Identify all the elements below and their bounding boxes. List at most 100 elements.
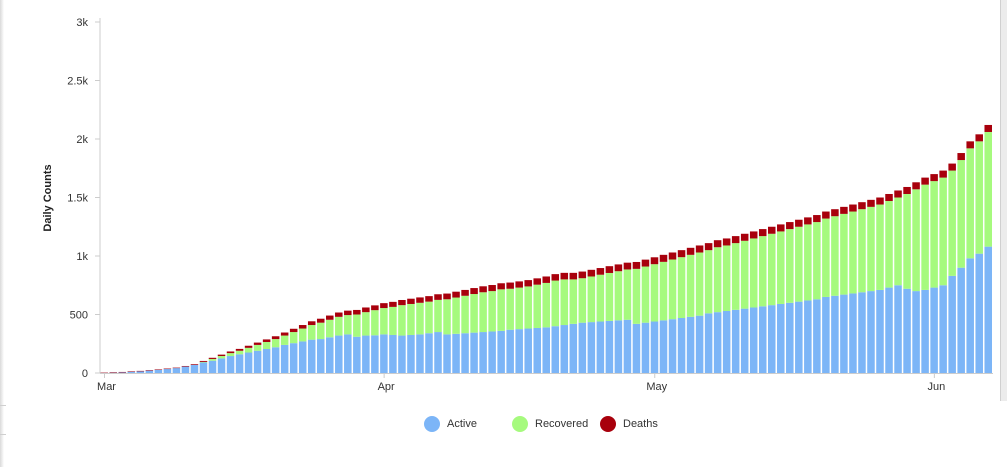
bar-segment-deaths bbox=[903, 186, 911, 194]
bar-segment-recovered bbox=[380, 308, 388, 335]
bar-segment-recovered bbox=[804, 224, 812, 301]
bar-segment-recovered bbox=[362, 312, 370, 336]
bar-segment-active bbox=[984, 246, 992, 373]
bar-segment-active bbox=[930, 287, 938, 373]
bar-segment-deaths bbox=[389, 301, 397, 307]
bar-segment-active bbox=[587, 322, 596, 373]
bar-segment-active bbox=[957, 267, 965, 373]
bar-segment-deaths bbox=[704, 243, 713, 251]
bar-segment-deaths bbox=[118, 371, 127, 373]
bar-segment-active bbox=[605, 320, 614, 373]
bar-segment-deaths bbox=[912, 182, 920, 190]
bar-segment-recovered bbox=[831, 216, 839, 296]
bar-segment-active bbox=[677, 318, 686, 373]
bar-segment-deaths bbox=[289, 328, 298, 333]
bar-segment-deaths bbox=[353, 309, 361, 315]
right-scrollbar-track[interactable] bbox=[1000, 0, 1007, 401]
bar-segment-active bbox=[488, 331, 496, 373]
bar-segment-active bbox=[804, 300, 812, 373]
bar-segment-active bbox=[614, 320, 623, 373]
bar-segment-deaths bbox=[551, 274, 560, 281]
bar-segment-deaths bbox=[668, 252, 677, 260]
left-edge-mark bbox=[0, 434, 6, 435]
bar-segment-recovered bbox=[822, 218, 830, 297]
bar-segment-active bbox=[326, 337, 334, 373]
bar-segment-deaths bbox=[831, 209, 839, 217]
bar-segment-active bbox=[344, 334, 352, 373]
bar-segment-recovered bbox=[326, 319, 334, 338]
bar-segment-recovered bbox=[244, 347, 253, 353]
bar-segment-recovered bbox=[371, 310, 379, 336]
bar-segment-deaths bbox=[731, 236, 740, 244]
legend-item-active[interactable]: Active bbox=[424, 416, 477, 432]
bar-segment-deaths bbox=[533, 278, 541, 285]
bar-segment-deaths bbox=[632, 261, 641, 269]
bar-segment-active bbox=[118, 372, 127, 373]
bar-segment-active bbox=[172, 368, 181, 373]
bar-segment-deaths bbox=[722, 238, 731, 246]
y-tick-label: 3k bbox=[76, 17, 88, 29]
bar-segment-recovered bbox=[795, 226, 803, 302]
bar-segment-deaths bbox=[362, 307, 370, 313]
bar-segment-active bbox=[181, 366, 190, 373]
bar-segment-deaths bbox=[795, 219, 803, 227]
bar-segment-deaths bbox=[425, 296, 433, 302]
bar-segment-deaths bbox=[758, 229, 767, 237]
bar-segment-deaths bbox=[416, 297, 424, 303]
bar-segment-active bbox=[208, 360, 217, 373]
bar-segment-deaths bbox=[398, 299, 406, 306]
bar-segment-active bbox=[668, 319, 677, 373]
bar-segment-recovered bbox=[641, 266, 650, 323]
bar-segment-deaths bbox=[885, 193, 893, 202]
bar-segment-active bbox=[452, 333, 460, 373]
y-tick-label: 2.5k bbox=[67, 76, 88, 88]
bar-segment-deaths bbox=[560, 272, 569, 280]
bar-segment-active bbox=[515, 329, 523, 374]
bar-segment-deaths bbox=[849, 204, 857, 212]
bar-segment-recovered bbox=[497, 289, 505, 331]
bar-segment-active bbox=[380, 334, 388, 373]
bar-segment-deaths bbox=[335, 312, 343, 317]
legend-item-deaths[interactable]: Deaths bbox=[600, 416, 658, 432]
bar-segment-active bbox=[749, 307, 758, 373]
bar-segment-active bbox=[497, 330, 505, 373]
bar-segment-deaths bbox=[434, 294, 442, 300]
bar-segment-active bbox=[885, 287, 893, 373]
bar-segment-deaths bbox=[840, 206, 848, 214]
bar-segment-active bbox=[524, 328, 532, 373]
legend-item-recovered[interactable]: Recovered bbox=[512, 416, 588, 432]
bar-segment-active bbox=[362, 335, 370, 373]
bar-segment-recovered bbox=[353, 314, 361, 337]
bar-segment-deaths bbox=[957, 153, 965, 161]
bar-segment-recovered bbox=[813, 222, 821, 300]
bar-segment-deaths bbox=[271, 336, 280, 340]
bar-segment-recovered bbox=[506, 288, 514, 330]
bar-segment-recovered bbox=[443, 299, 451, 335]
bar-segment-recovered bbox=[623, 269, 632, 320]
bar-segment-recovered bbox=[226, 353, 235, 357]
bar-segment-deaths bbox=[262, 339, 271, 342]
bar-segment-active bbox=[289, 343, 298, 373]
bar-segment-recovered bbox=[578, 278, 587, 323]
bar-segment-recovered bbox=[344, 315, 352, 335]
legend-label-deaths: Deaths bbox=[623, 418, 658, 430]
bar-segment-active bbox=[542, 327, 551, 373]
bar-segment-recovered bbox=[425, 301, 433, 334]
bar-segment-deaths bbox=[623, 262, 632, 270]
bar-segment-deaths bbox=[298, 325, 307, 329]
bar-segment-deaths bbox=[181, 365, 190, 367]
bar-segment-recovered bbox=[461, 295, 469, 334]
bar-segment-recovered bbox=[966, 148, 974, 259]
bar-segment-active bbox=[371, 335, 379, 373]
bar-segment-deaths bbox=[921, 177, 929, 185]
bar-segment-active bbox=[145, 370, 154, 373]
bar-segment-recovered bbox=[749, 238, 758, 308]
bar-segment-deaths bbox=[244, 345, 253, 348]
bar-segment-deaths bbox=[163, 368, 172, 370]
bar-segment-active bbox=[253, 350, 262, 373]
bar-segment-deaths bbox=[813, 215, 821, 223]
bar-segment-active bbox=[831, 295, 839, 373]
bar-segment-deaths bbox=[407, 298, 415, 304]
bar-segment-active bbox=[966, 258, 974, 373]
bar-segment-deaths bbox=[894, 190, 902, 198]
